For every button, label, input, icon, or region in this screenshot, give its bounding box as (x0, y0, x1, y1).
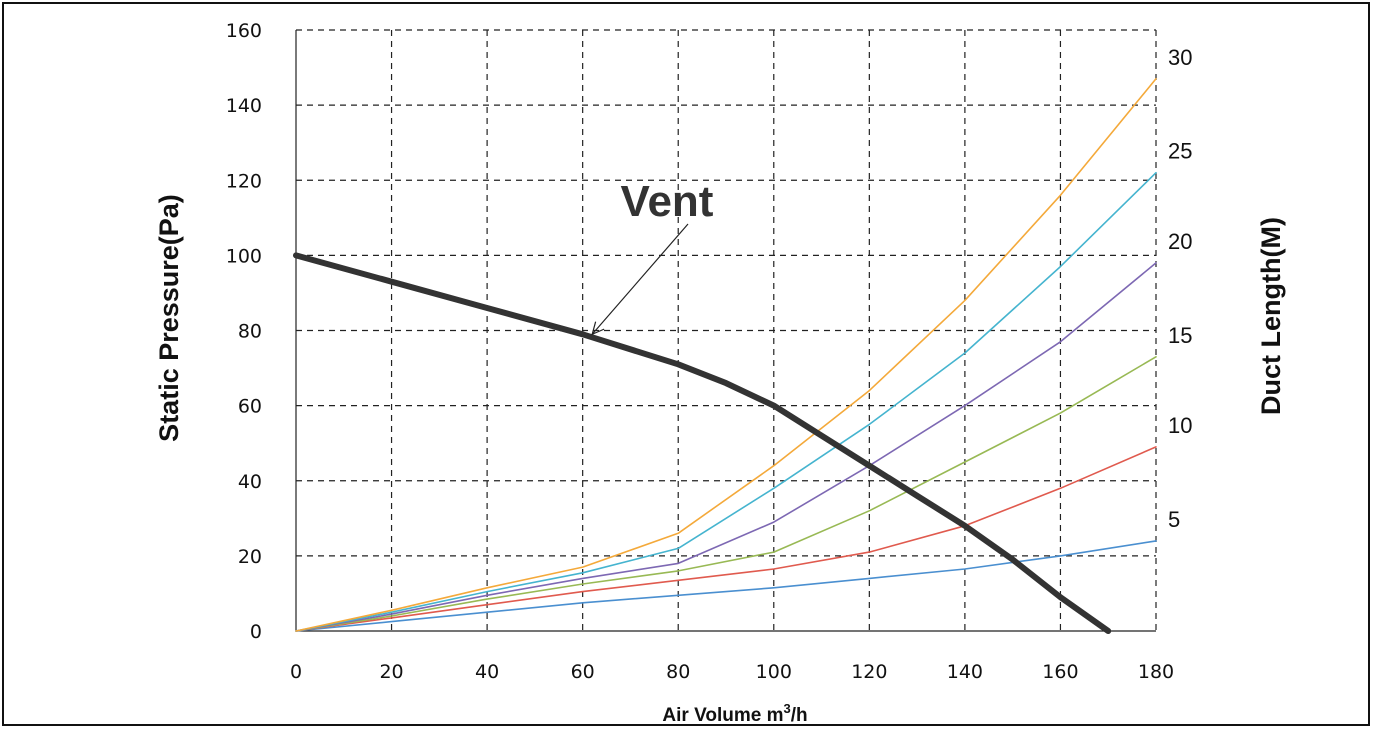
x-tick-label: 160 (1042, 661, 1078, 683)
y-tick-labels: 0 20 40 60 80 100 120 140 160 (226, 20, 262, 643)
x-tick-label: 80 (666, 661, 690, 683)
x-tick-label: 120 (851, 661, 887, 683)
duct-length-label: 30 (1168, 45, 1192, 70)
y-tick-label: 100 (226, 245, 262, 267)
annotation: Vent (591, 177, 714, 336)
series-line-25 (295, 171, 1157, 632)
series-line-5 (295, 540, 1157, 632)
series-line-15 (295, 355, 1157, 632)
y2-axis-label: Duct Length(M) (1256, 217, 1286, 415)
duct-length-label: 10 (1168, 413, 1192, 438)
duct-length-label: 25 (1168, 139, 1192, 164)
annotation-arrowhead (591, 321, 605, 336)
y-tick-label: 160 (226, 20, 262, 42)
duct-length-label: 20 (1168, 229, 1192, 254)
series-line-10 (295, 446, 1157, 632)
y-tick-label: 120 (226, 170, 262, 192)
x-tick-label: 100 (756, 661, 792, 683)
y-tick-label: 140 (226, 95, 262, 117)
x-tick-label: 140 (947, 661, 983, 683)
y-tick-label: 20 (238, 546, 262, 568)
series-line-20 (295, 262, 1157, 632)
x-tick-labels: 0 20 40 60 80 100 120 140 160 180 (290, 661, 1174, 683)
vent-annotation-label: Vent (621, 177, 714, 226)
x-tick-label: 0 (290, 661, 302, 683)
series-line-30 (295, 78, 1157, 632)
y-axis-label: Static Pressure(Pa) (154, 194, 184, 442)
x-tick-label: 180 (1138, 661, 1174, 683)
x-tick-label: 40 (475, 661, 499, 683)
y-tick-label: 0 (250, 621, 262, 643)
y-tick-label: 60 (238, 396, 262, 418)
y-tick-label: 80 (238, 321, 262, 343)
duct-length-label: 15 (1168, 323, 1192, 348)
duct-length-label: 5 (1168, 507, 1180, 532)
x-tick-label: 20 (379, 661, 403, 683)
series-group (293, 78, 1157, 634)
grid (295, 29, 1157, 632)
y-tick-label: 40 (238, 471, 262, 493)
x-tick-label: 60 (571, 661, 595, 683)
x-axis-label: Air Volume m3/h (662, 701, 807, 726)
series-line-Vent (293, 252, 1112, 634)
annotation-arrow (591, 223, 689, 335)
right-labels: 30 25 20 15 10 5 (1168, 45, 1192, 532)
